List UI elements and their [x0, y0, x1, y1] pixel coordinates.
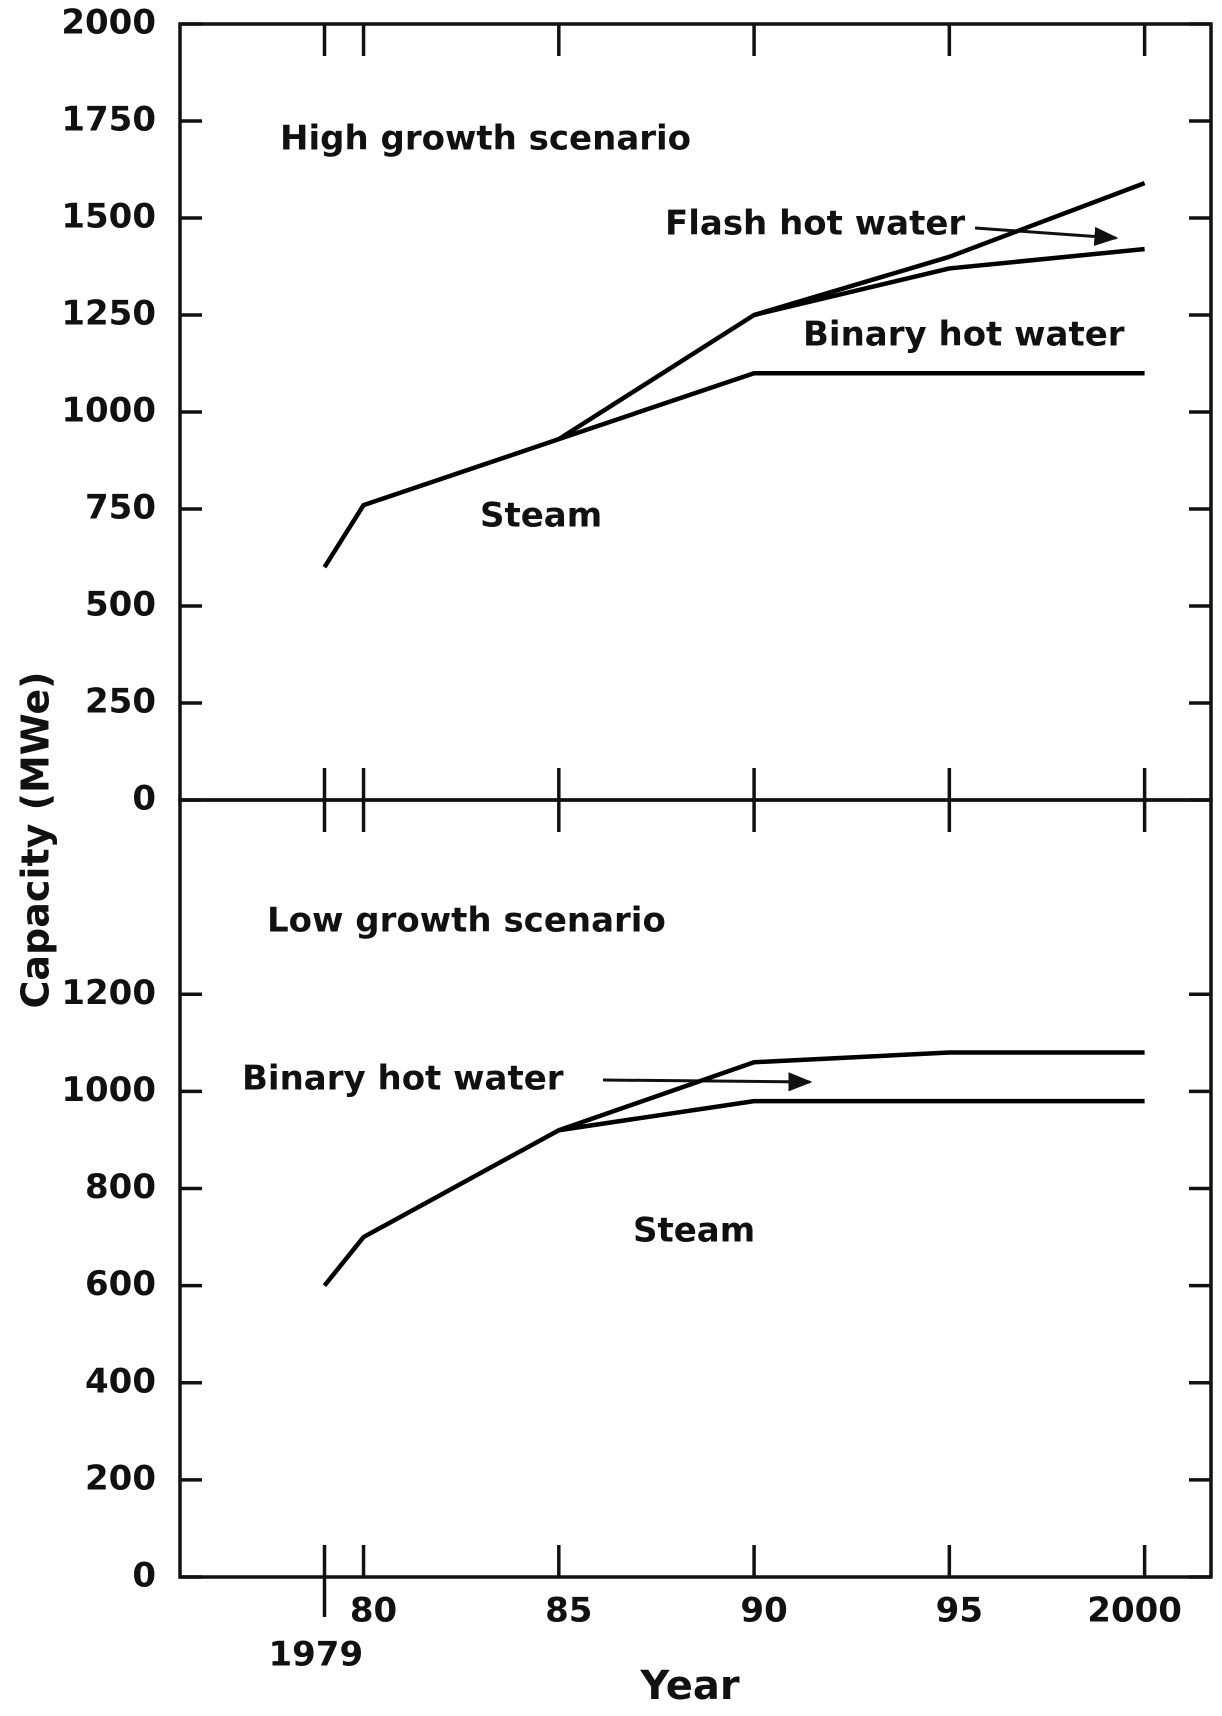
y-tick-label: 250	[85, 682, 156, 722]
series-line	[753, 180, 1146, 318]
x-tick-label: 85	[545, 1591, 592, 1631]
y-axis-label: Capacity (MWe)	[14, 672, 58, 1009]
series-label: Steam	[480, 496, 602, 536]
series-line	[322, 370, 1145, 569]
y-tick-label: 1250	[61, 294, 156, 334]
arrow	[974, 226, 1119, 247]
series-label: Binary hot water	[242, 1059, 564, 1099]
y-tick-label: 1500	[61, 197, 156, 237]
y-tick-label: 0	[132, 1556, 156, 1596]
series-line	[558, 1050, 1145, 1133]
panel-title: Low growth scenario	[267, 901, 666, 941]
y-tick-label: 1000	[61, 1070, 156, 1110]
series-line	[557, 246, 1145, 442]
y-tick-label: 200	[85, 1458, 156, 1498]
x-tick-label: 95	[936, 1591, 983, 1631]
y-tick-label: 400	[85, 1361, 156, 1401]
series-label: Binary hot water	[803, 315, 1125, 355]
panel-title: High growth scenario	[280, 119, 691, 159]
series-line	[322, 1098, 1145, 1288]
y-tick-label: 1750	[61, 100, 156, 140]
series-label: Flash hot water	[665, 204, 965, 244]
y-tick-label: 0	[132, 779, 156, 819]
x-tick-label: 90	[740, 1591, 787, 1631]
x-tick-label: 80	[350, 1591, 397, 1631]
y-tick-label: 2000	[61, 3, 156, 43]
x-tick-label: 2000	[1087, 1591, 1182, 1631]
x-tick-label: 1979	[268, 1635, 363, 1675]
x-axis-label: Year	[639, 1663, 739, 1709]
y-tick-label: 600	[85, 1264, 156, 1304]
y-tick-label: 1000	[61, 391, 156, 431]
y-tick-label: 1200	[61, 973, 156, 1013]
y-tick-label: 500	[85, 585, 156, 625]
series-label: Steam	[633, 1211, 755, 1251]
y-tick-label: 800	[85, 1167, 156, 1207]
y-tick-label: 750	[85, 488, 156, 528]
